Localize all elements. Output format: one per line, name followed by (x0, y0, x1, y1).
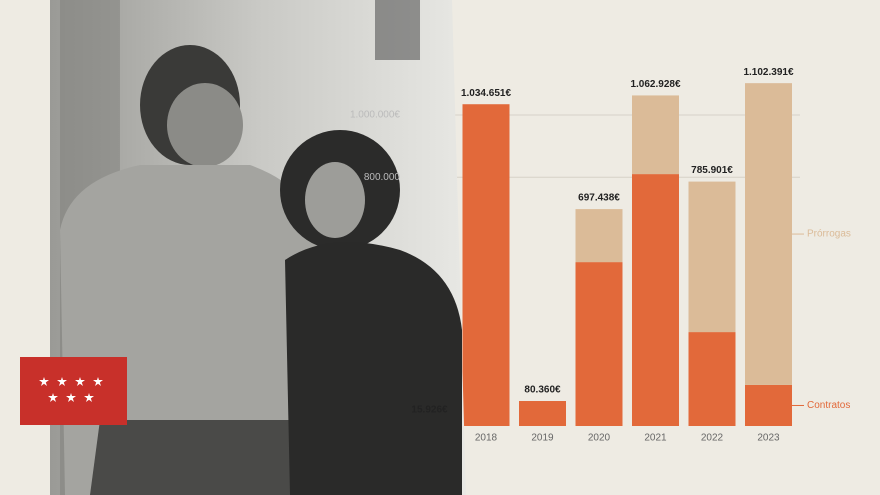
bar-segment (462, 104, 510, 426)
total-label: 1.102.391€ (743, 67, 793, 78)
total-label: 697.438€ (578, 193, 620, 204)
legend-label: Contratos (807, 400, 850, 411)
x-tick-label: 2022 (701, 433, 724, 444)
total-label: 15.926€ (411, 405, 448, 416)
bar-segment (519, 401, 566, 426)
bar-segment (745, 83, 792, 385)
total-label: 80.360€ (524, 385, 561, 396)
bar-segment (575, 262, 623, 426)
x-tick-label: 2023 (757, 433, 780, 444)
bar-segment (575, 209, 623, 263)
bar-segment (632, 95, 679, 175)
bar-segment (745, 384, 792, 426)
total-label: 785.901€ (691, 165, 733, 176)
x-tick-label: 2018 (475, 433, 498, 444)
y-tick-label: 800.000 (364, 172, 401, 183)
total-label: 1.034.651€ (461, 88, 511, 99)
x-tick-label: 2021 (644, 433, 667, 444)
legend-label: Prórrogas (807, 229, 851, 240)
x-tick-label: 2020 (588, 433, 611, 444)
x-tick-label: 2019 (531, 433, 554, 444)
photo (20, 0, 466, 495)
total-label: 1.062.928€ (630, 79, 680, 90)
bar-segment (688, 332, 736, 426)
bar-segment (688, 181, 736, 333)
y-tick-label: 1.000.000€ (350, 110, 400, 121)
bar-segment (632, 174, 679, 426)
